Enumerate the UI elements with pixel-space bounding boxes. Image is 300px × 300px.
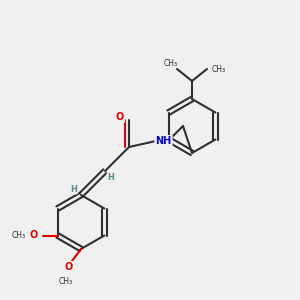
Text: O: O: [65, 262, 73, 272]
Text: CH₃: CH₃: [212, 64, 226, 74]
Text: CH₃: CH₃: [12, 231, 26, 240]
Text: O: O: [116, 112, 124, 122]
Text: CH₃: CH₃: [164, 58, 178, 68]
Text: NH: NH: [155, 136, 172, 146]
Text: O: O: [29, 230, 38, 241]
Text: CH₃: CH₃: [59, 278, 73, 286]
Text: H: H: [108, 172, 114, 182]
Text: H: H: [70, 184, 77, 194]
